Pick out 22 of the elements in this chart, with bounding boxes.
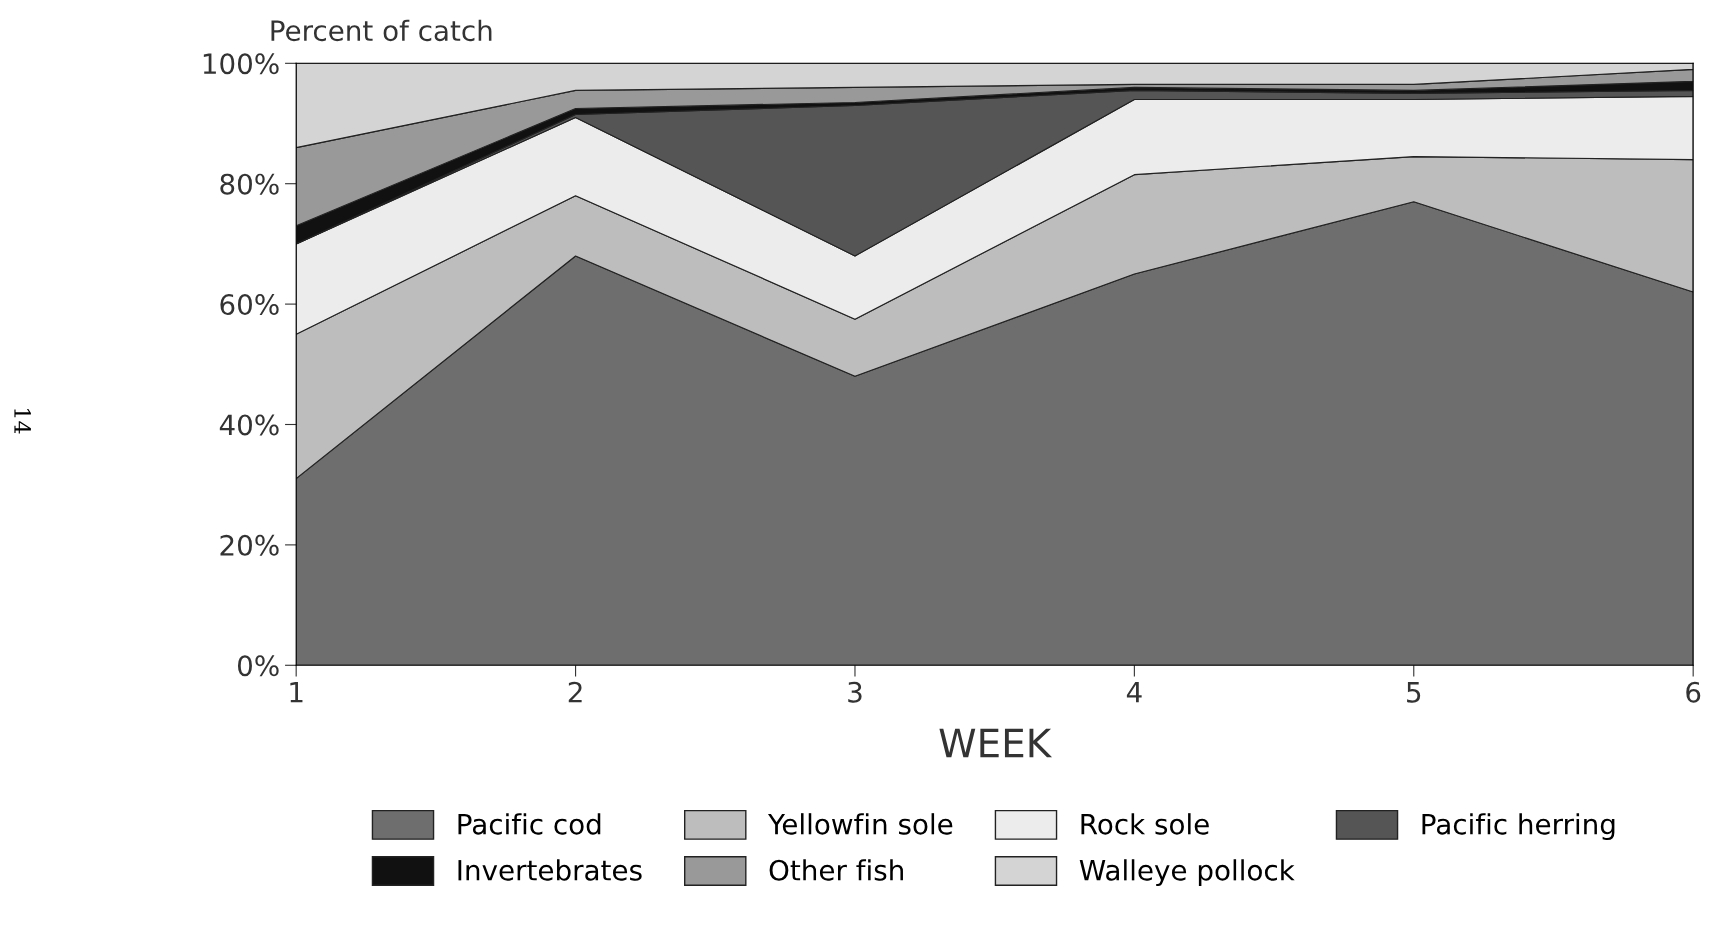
y-tick-label: 40% <box>219 414 279 436</box>
y-tick-label: 80% <box>220 173 279 195</box>
y-tick-label: 20% <box>220 534 279 556</box>
y-axis-title: Percent of catch <box>271 19 492 42</box>
legend-label: Rock sole <box>1081 813 1209 835</box>
legend-label: Pacific cod <box>458 813 601 835</box>
legend-label: Pacific herring <box>1422 813 1615 841</box>
x-tick-label: 2 <box>568 681 582 703</box>
text: 14 <box>14 409 31 434</box>
legend-label: Yellowfin sole <box>767 813 953 835</box>
x-tick-label: 5 <box>1407 682 1421 703</box>
x-axis-title: WEEK <box>939 728 1053 758</box>
x-tick-label: 4 <box>1126 682 1142 703</box>
legend-label: Invertebrates <box>458 859 642 881</box>
x-tick-label: 3 <box>848 681 862 703</box>
legend-label: Other fish <box>769 859 903 881</box>
y-tick-label: 60% <box>220 294 279 316</box>
x-tick-label: 6 <box>1686 681 1701 703</box>
legend-label: Walleye pollock <box>1079 859 1295 887</box>
y-tick-label: 100% <box>203 53 279 75</box>
x-tick-label: 1 <box>290 682 303 703</box>
y-tick-label: 0% <box>237 655 279 677</box>
